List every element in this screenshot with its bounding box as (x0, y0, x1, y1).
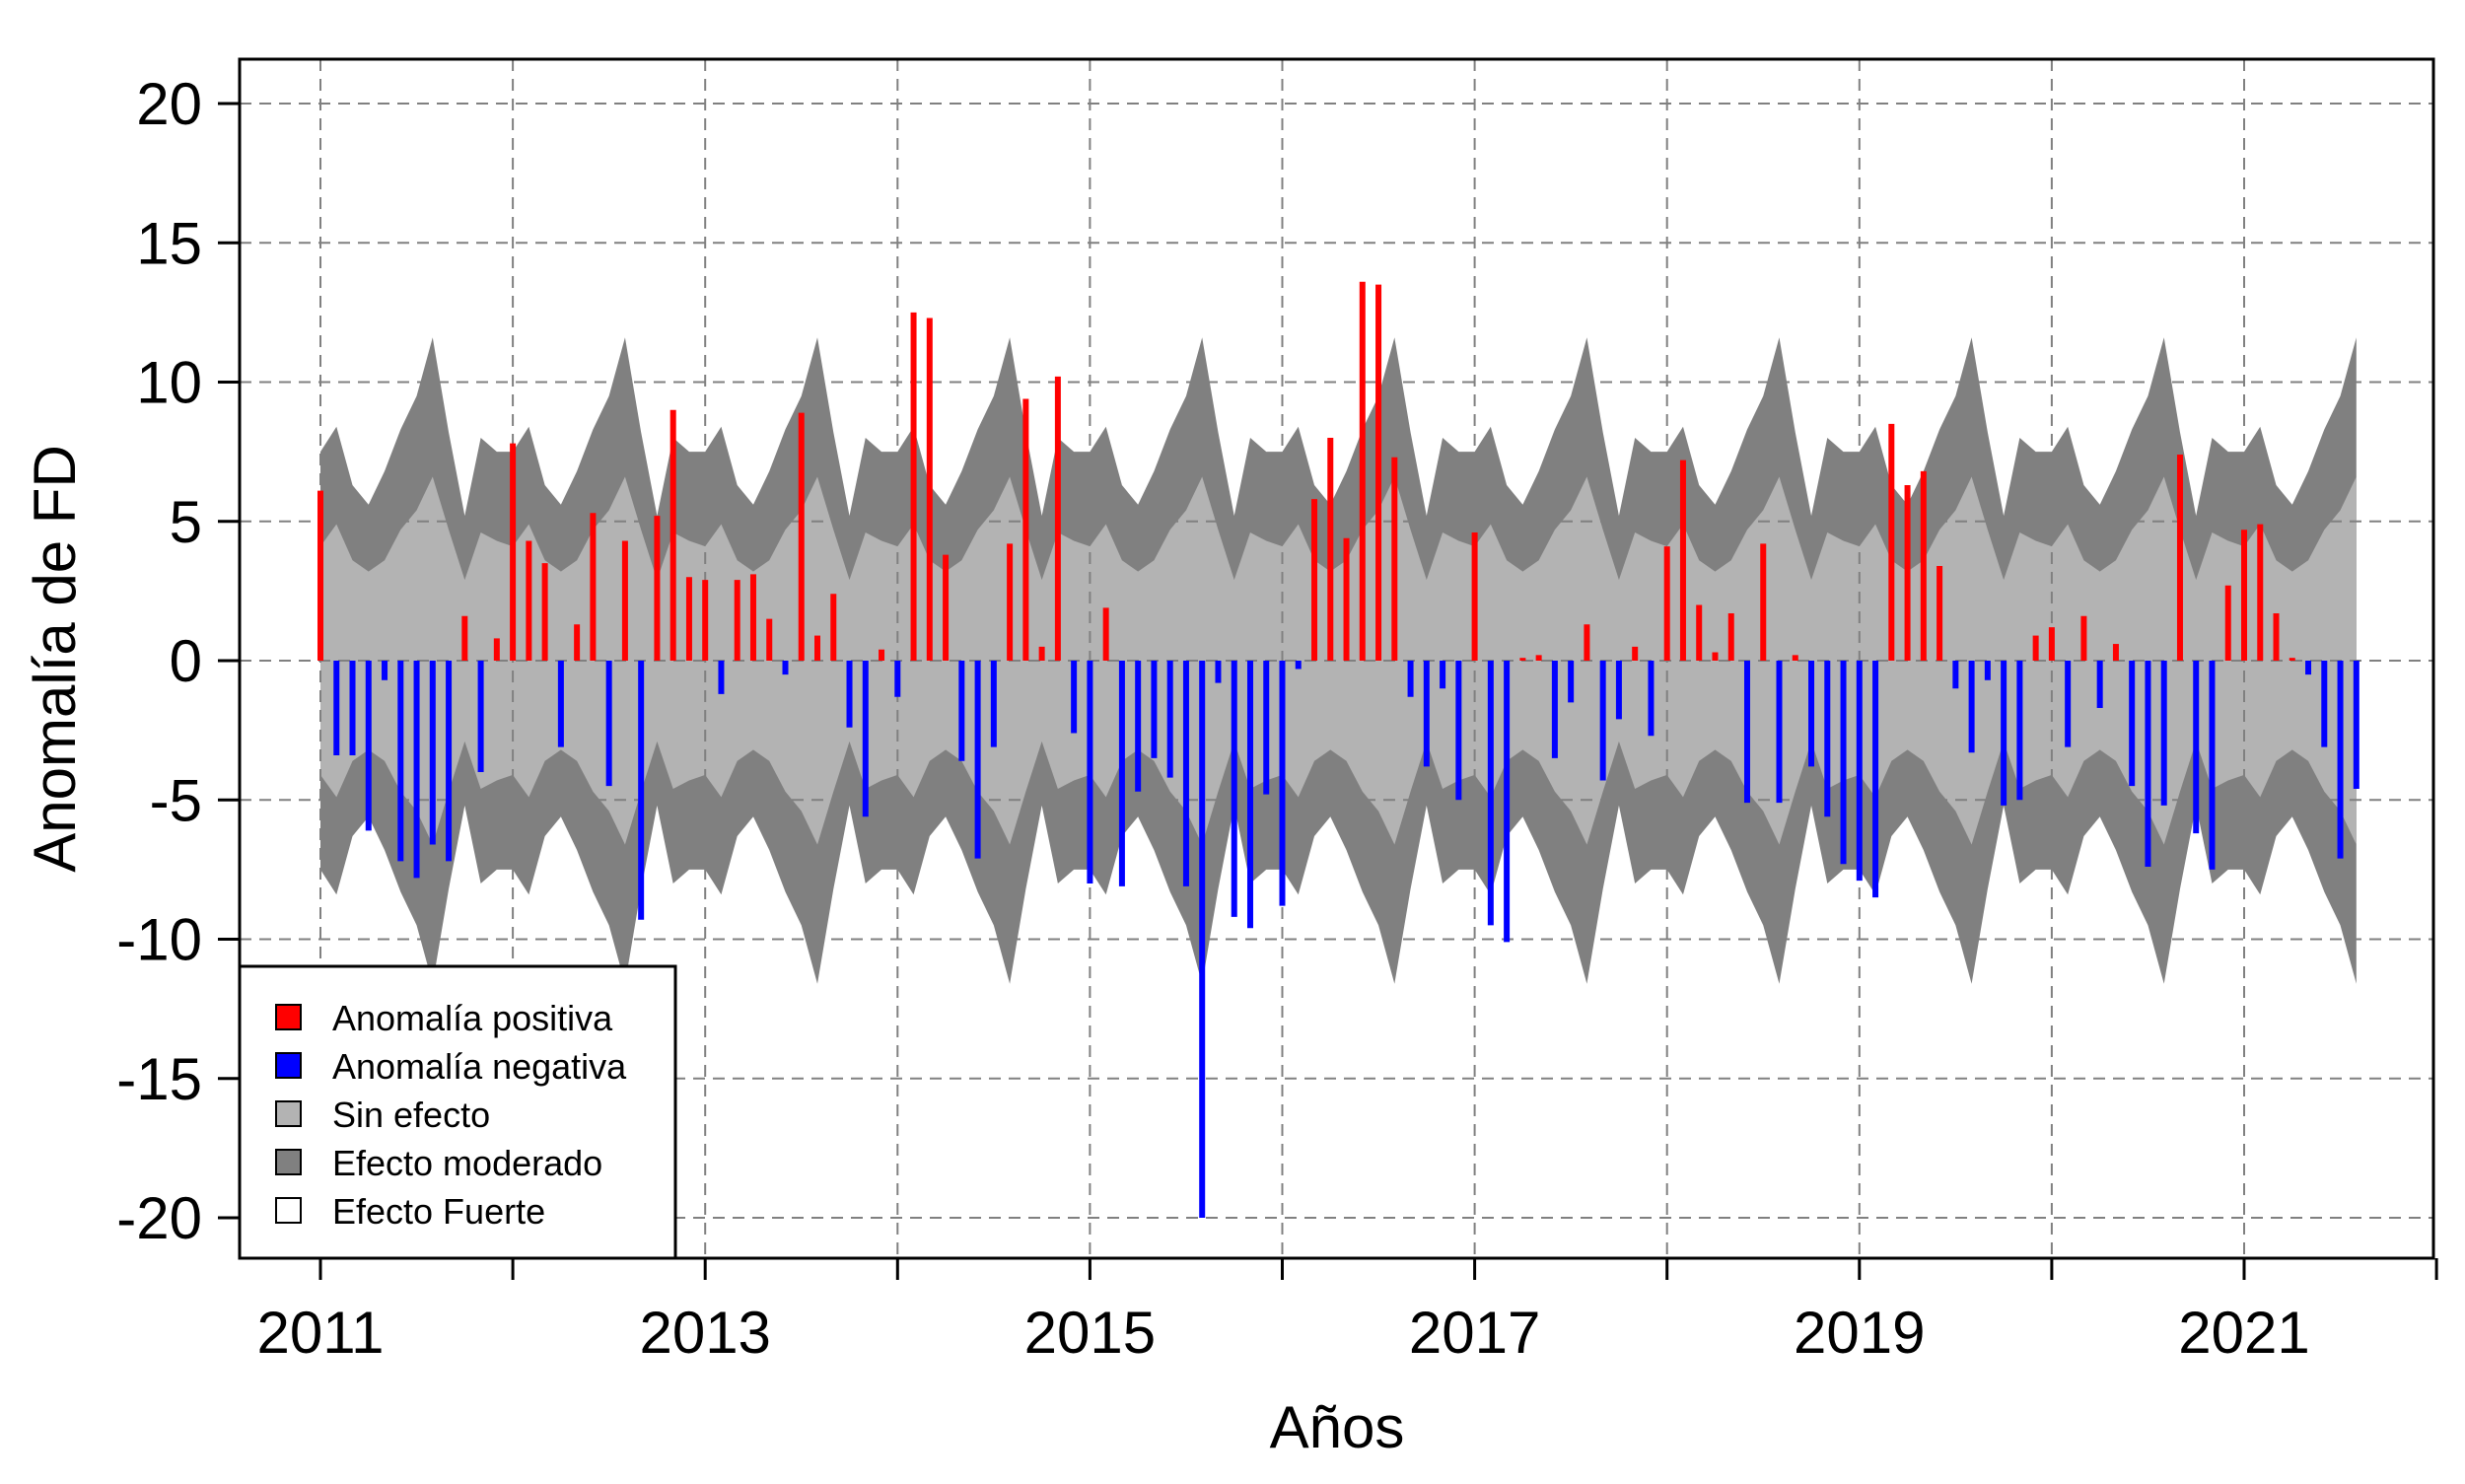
x-tick-label: 2019 (1794, 1300, 1925, 1366)
y-tick-label: -5 (150, 767, 202, 833)
legend-swatch (275, 1149, 302, 1175)
y-tick-label: 0 (170, 628, 202, 694)
x-axis-title: Años (1270, 1394, 1405, 1460)
legend: Anomalía positiva Anomalía negativa Sin ef… (238, 964, 677, 1260)
legend-swatch (275, 1052, 302, 1079)
bands-layer (320, 337, 2357, 984)
y-tick-label: -20 (116, 1185, 202, 1251)
x-tick-label: 2011 (256, 1300, 384, 1366)
legend-swatch (275, 1100, 302, 1127)
legend-label: Sin efecto (332, 1095, 490, 1135)
legend-box (238, 964, 677, 1260)
bars-layer (317, 281, 2359, 1218)
legend-label: Anomalía negativa (332, 1046, 627, 1087)
legend-swatch (275, 1004, 302, 1030)
band-no-effect (320, 476, 2357, 845)
legend-swatch (275, 1197, 302, 1224)
plot-frame (238, 57, 2435, 1260)
y-tick-label: 5 (170, 489, 202, 555)
y-tick-label: -10 (116, 907, 202, 973)
x-tick-label: 2015 (1024, 1300, 1156, 1366)
legend-label: Efecto Fuerte (332, 1191, 545, 1232)
legend-label: Anomalía positiva (332, 998, 613, 1038)
y-tick-label: -15 (116, 1046, 202, 1112)
y-tick-label: 15 (136, 210, 202, 276)
y-tick-label: 20 (136, 71, 202, 137)
x-tick-label: 2017 (1409, 1300, 1540, 1366)
y-axis-title: Anomalía de FD (22, 445, 88, 873)
y-tick-label: 10 (136, 350, 202, 416)
legend-label: Efecto moderado (332, 1143, 602, 1183)
x-tick-label: 2013 (639, 1300, 770, 1366)
x-tick-label: 2021 (2178, 1300, 2309, 1366)
